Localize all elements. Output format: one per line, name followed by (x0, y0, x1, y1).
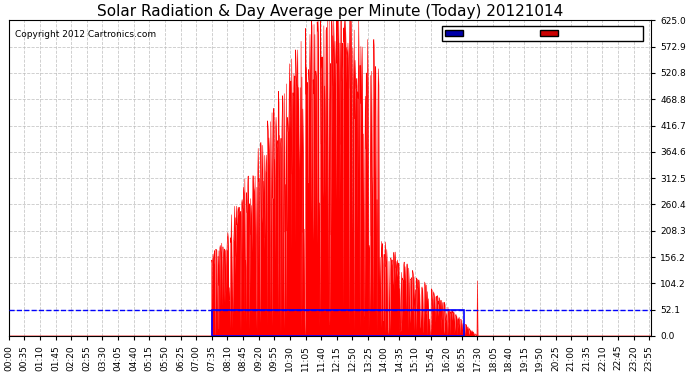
Legend: Median (W/m2), Radiation (W/m2): Median (W/m2), Radiation (W/m2) (442, 26, 643, 41)
Title: Solar Radiation & Day Average per Minute (Today) 20121014: Solar Radiation & Day Average per Minute… (97, 4, 563, 19)
Text: Copyright 2012 Cartronics.com: Copyright 2012 Cartronics.com (15, 30, 156, 39)
Bar (212, 310, 464, 336)
